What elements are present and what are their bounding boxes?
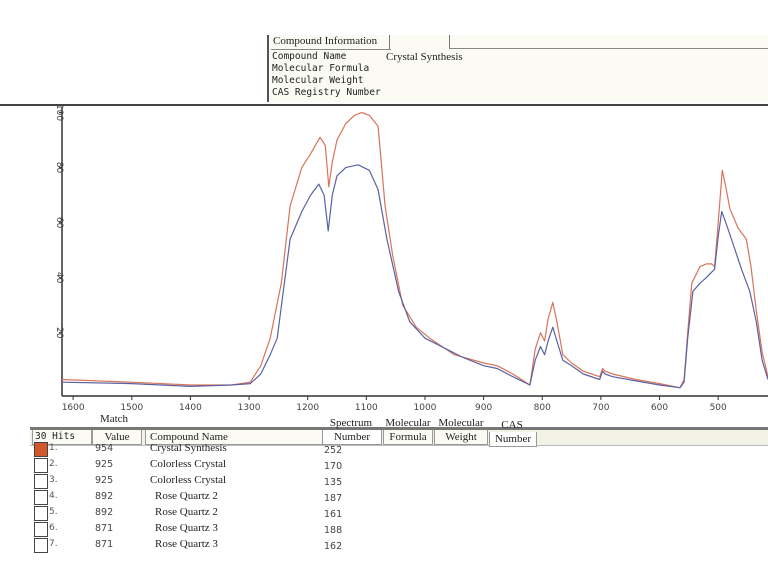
- chart-top-border: [0, 104, 768, 106]
- field-cas-number: CAS Registry Number: [272, 87, 381, 98]
- header-spectrum-number[interactable]: Number: [322, 430, 382, 445]
- y-tick-label: 40: [54, 272, 64, 284]
- table-row[interactable]: 7. 871 Rose Quartz 3 162: [0, 538, 768, 554]
- header-match-top: Match: [99, 413, 129, 425]
- x-tick-label: 1600: [62, 403, 85, 413]
- compound-name: Rose Quartz 3: [155, 522, 218, 534]
- header-formula-top: Molecular: [385, 417, 431, 429]
- y-tick-label: 80: [54, 162, 64, 174]
- row-checkbox[interactable]: [34, 474, 48, 489]
- match-value: 892: [95, 491, 114, 502]
- compound-name-value: Crystal Synthesis: [386, 51, 463, 63]
- header-compound-name[interactable]: Compound Name: [145, 430, 324, 445]
- spectrum-number: 161: [324, 509, 343, 520]
- x-tick-label: 1200: [296, 403, 319, 413]
- table-row[interactable]: 2. 925 Colorless Crystal 170: [0, 458, 768, 474]
- row-checkbox[interactable]: [34, 442, 48, 457]
- row-checkbox[interactable]: [34, 538, 48, 553]
- field-molecular-weight: Molecular Weight: [272, 75, 364, 86]
- spectrum-number: 188: [324, 525, 343, 536]
- y-tick-label: 100: [54, 104, 64, 121]
- row-checkbox[interactable]: [34, 522, 48, 537]
- table-row[interactable]: 6. 871 Rose Quartz 3 188: [0, 522, 768, 538]
- column-divider[interactable]: [389, 35, 390, 49]
- compound-name: Colorless Crystal: [150, 474, 227, 486]
- header-molecular-formula[interactable]: Formula: [383, 430, 433, 445]
- spectrum-number: 187: [324, 493, 343, 504]
- x-tick-label: 700: [592, 403, 609, 413]
- row-index: 1.: [49, 443, 58, 453]
- row-index: 4.: [49, 491, 58, 501]
- spectrum-number: 252: [324, 445, 343, 456]
- table-row[interactable]: 4. 892 Rose Quartz 2 187: [0, 490, 768, 506]
- x-tick-label: 1300: [238, 403, 261, 413]
- row-index: 5.: [49, 507, 58, 517]
- match-value: 871: [95, 539, 114, 550]
- table-row[interactable]: 5. 892 Rose Quartz 2 161: [0, 506, 768, 522]
- spectrum-line-red: [61, 111, 768, 389]
- match-value: 925: [95, 459, 114, 470]
- field-labels: Compound Name Molecular Formula Molecula…: [272, 51, 381, 99]
- x-tick-label: 1400: [179, 403, 202, 413]
- compound-name: Colorless Crystal: [150, 458, 227, 470]
- compound-name: Rose Quartz 2: [155, 490, 218, 502]
- row-index: 2.: [49, 459, 58, 469]
- x-tick-label: 1500: [120, 403, 143, 413]
- header-cas-top: CAS: [501, 419, 523, 431]
- table-row[interactable]: 1. 954 Crystal Synthesis 252: [0, 442, 768, 458]
- header-cas-number[interactable]: Number: [489, 432, 537, 447]
- field-compound-name: Compound Name: [272, 51, 347, 62]
- row-checkbox[interactable]: [34, 506, 48, 521]
- spectrum-number: 162: [324, 541, 343, 552]
- header-spectrum-top: Spectrum: [329, 417, 373, 429]
- row-index: 7.: [49, 539, 58, 549]
- x-tick-label: 1000: [414, 403, 437, 413]
- header-weight-top: Molecular: [438, 417, 484, 429]
- spectrum-line-blue: [61, 164, 768, 389]
- header-match-value[interactable]: Value: [92, 430, 142, 445]
- x-tick-label: 600: [651, 403, 668, 413]
- compound-name: Rose Quartz 3: [155, 538, 218, 550]
- x-tick-label: 900: [475, 403, 492, 413]
- match-value: 925: [95, 475, 114, 486]
- x-tick-label: 500: [710, 403, 727, 413]
- compound-info-tab[interactable]: Compound Information: [271, 35, 391, 50]
- hits-count: 30 Hits: [32, 430, 92, 445]
- x-tick-label: 800: [534, 403, 551, 413]
- compound-name: Crystal Synthesis: [150, 442, 227, 454]
- table-row[interactable]: 3. 925 Colorless Crystal 135: [0, 474, 768, 490]
- row-checkbox[interactable]: [34, 490, 48, 505]
- match-value: 871: [95, 523, 114, 534]
- header-molecular-weight[interactable]: Weight: [434, 430, 488, 445]
- spectrum-number: 135: [324, 477, 343, 488]
- table-header-band: [30, 427, 768, 430]
- compound-info-panel: Compound Information Compound Name Molec…: [267, 35, 768, 102]
- divider: [449, 48, 768, 49]
- spectrum-chart[interactable]: 1600 1500 1400 1300 1200 1100 1000 900 800 700 600…: [0, 100, 768, 418]
- row-checkbox[interactable]: [34, 458, 48, 473]
- x-tick-label: 1100: [355, 403, 378, 413]
- field-molecular-formula: Molecular Formula: [272, 63, 370, 74]
- compound-name: Rose Quartz 2: [155, 506, 218, 518]
- row-index: 3.: [49, 475, 58, 485]
- row-index: 6.: [49, 523, 58, 533]
- match-value: 954: [95, 443, 114, 454]
- spectrum-number: 170: [324, 461, 343, 472]
- column-divider[interactable]: [449, 35, 450, 49]
- y-tick-label: 20: [54, 327, 64, 339]
- match-value: 892: [95, 507, 114, 518]
- y-tick-label: 60: [54, 217, 64, 229]
